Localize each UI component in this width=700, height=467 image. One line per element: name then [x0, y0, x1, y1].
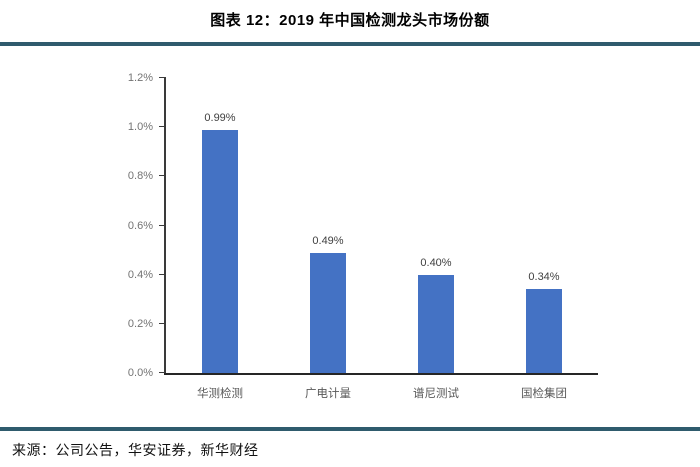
- x-axis-category-label: 华测检测: [197, 388, 243, 400]
- y-axis-tick-mark: [159, 224, 164, 226]
- y-axis-tick-label: 1.0%: [127, 121, 153, 134]
- y-axis-tick-label: 0.0%: [127, 367, 153, 379]
- y-axis-tick-mark: [159, 175, 164, 177]
- x-axis-category-label: 广电计量: [305, 388, 351, 400]
- y-axis-tick-mark: [159, 77, 164, 78]
- chart-title: 图表 12：2019 年中国检测龙头市场份额: [210, 12, 490, 29]
- y-axis-tick-label: 0.6%: [127, 219, 153, 232]
- y-axis-line: [164, 77, 166, 375]
- y-axis-tick-label: 0.4%: [127, 268, 153, 281]
- bar-value-label: 0.34%: [528, 271, 560, 284]
- x-axis-category-label: 国检集团: [521, 388, 567, 400]
- source-note: 来源：公司公告，华安证券，新华财经: [12, 444, 259, 459]
- bar-value-label: 0.49%: [312, 234, 344, 247]
- bar-华测检测: [202, 129, 238, 373]
- y-axis-tick-mark: [159, 273, 164, 275]
- bar-广电计量: [310, 252, 346, 373]
- bar-value-label: 0.40%: [420, 256, 452, 269]
- y-axis-tick-mark: [159, 322, 164, 324]
- y-axis-tick-label: 0.8%: [127, 170, 153, 183]
- bar-value-label: 0.99%: [204, 111, 236, 124]
- top-divider-rule: [0, 42, 700, 46]
- x-axis-category-label: 谱尼测试: [413, 388, 459, 400]
- bottom-divider-rule: [0, 427, 700, 431]
- x-axis-line: [164, 373, 598, 375]
- bar-谱尼测试: [418, 274, 454, 373]
- plot-area: 0.99% 0.49% 0.40% 0.34%: [166, 78, 598, 373]
- y-axis-tick-label: 1.2%: [127, 72, 153, 84]
- y-axis-tick-mark: [159, 126, 164, 128]
- bar-国检集团: [526, 289, 562, 373]
- y-axis-tick-mark: [159, 372, 164, 373]
- y-axis-tick-label: 0.2%: [127, 317, 153, 330]
